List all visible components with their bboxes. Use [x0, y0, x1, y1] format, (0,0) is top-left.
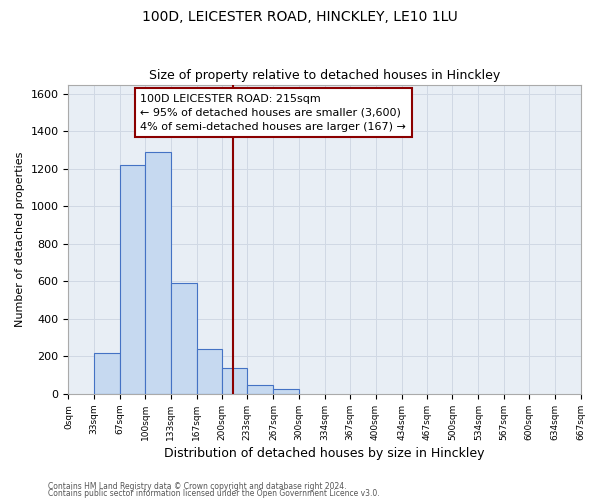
- Bar: [274, 390, 299, 394]
- Bar: [247, 384, 274, 394]
- Bar: [197, 349, 222, 394]
- Bar: [170, 284, 197, 394]
- Text: Contains HM Land Registry data © Crown copyright and database right 2024.: Contains HM Land Registry data © Crown c…: [48, 482, 347, 491]
- Title: Size of property relative to detached houses in Hinckley: Size of property relative to detached ho…: [149, 69, 500, 82]
- Y-axis label: Number of detached properties: Number of detached properties: [15, 152, 25, 327]
- Text: 100D, LEICESTER ROAD, HINCKLEY, LE10 1LU: 100D, LEICESTER ROAD, HINCKLEY, LE10 1LU: [142, 10, 458, 24]
- Text: Contains public sector information licensed under the Open Government Licence v3: Contains public sector information licen…: [48, 489, 380, 498]
- Text: 100D LEICESTER ROAD: 215sqm
← 95% of detached houses are smaller (3,600)
4% of s: 100D LEICESTER ROAD: 215sqm ← 95% of det…: [140, 94, 406, 132]
- X-axis label: Distribution of detached houses by size in Hinckley: Distribution of detached houses by size …: [164, 447, 485, 460]
- Bar: [120, 165, 145, 394]
- Bar: [145, 152, 170, 394]
- Bar: [222, 368, 247, 394]
- Bar: [94, 352, 120, 394]
